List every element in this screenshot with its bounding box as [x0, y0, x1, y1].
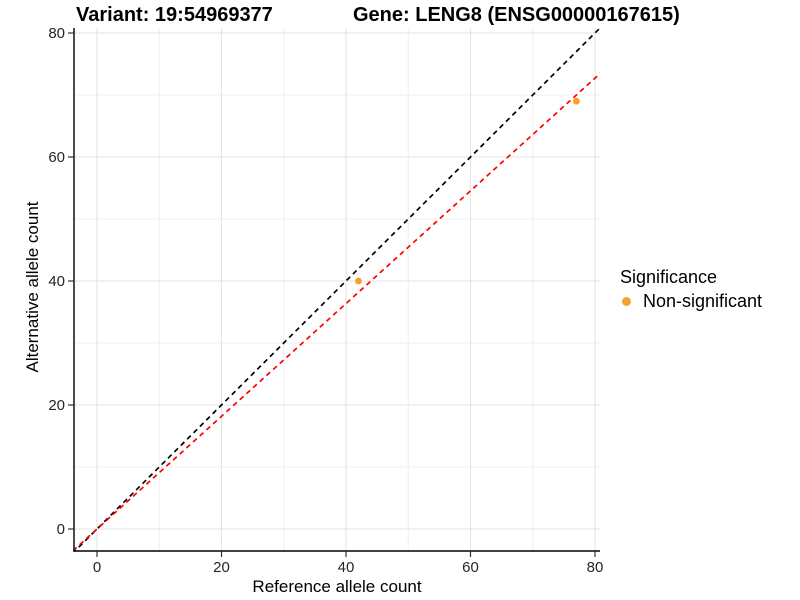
plot-title-gene: Gene: LENG8 (ENSG00000167615) — [353, 4, 680, 26]
plot-title-variant: Variant: 19:54969377 — [76, 4, 273, 26]
y-axis-title: Alternative allele count — [23, 201, 42, 373]
x-tick-label: 60 — [462, 559, 479, 576]
data-point — [572, 97, 580, 105]
x-tick-label: 20 — [213, 559, 230, 576]
x-axis-title: Reference allele count — [252, 577, 422, 596]
y-tick-label: 0 — [57, 521, 65, 538]
identity-line — [74, 28, 600, 551]
y-tick-label: 40 — [48, 273, 65, 290]
legend-point-icon — [622, 297, 631, 306]
x-tick-label: 0 — [93, 559, 101, 576]
y-tick-label: 20 — [48, 397, 65, 414]
legend-item: Non-significant — [620, 291, 762, 312]
fit-line — [74, 72, 600, 551]
legend-item-label: Non-significant — [643, 291, 763, 311]
data-point — [355, 277, 362, 285]
legend: Significance Non-significant — [620, 267, 762, 312]
x-tick-label: 40 — [338, 559, 355, 576]
x-tick-label: 80 — [587, 559, 604, 576]
y-tick-label: 80 — [48, 25, 65, 42]
y-tick-label: 60 — [48, 149, 65, 166]
legend-title: Significance — [620, 267, 718, 287]
